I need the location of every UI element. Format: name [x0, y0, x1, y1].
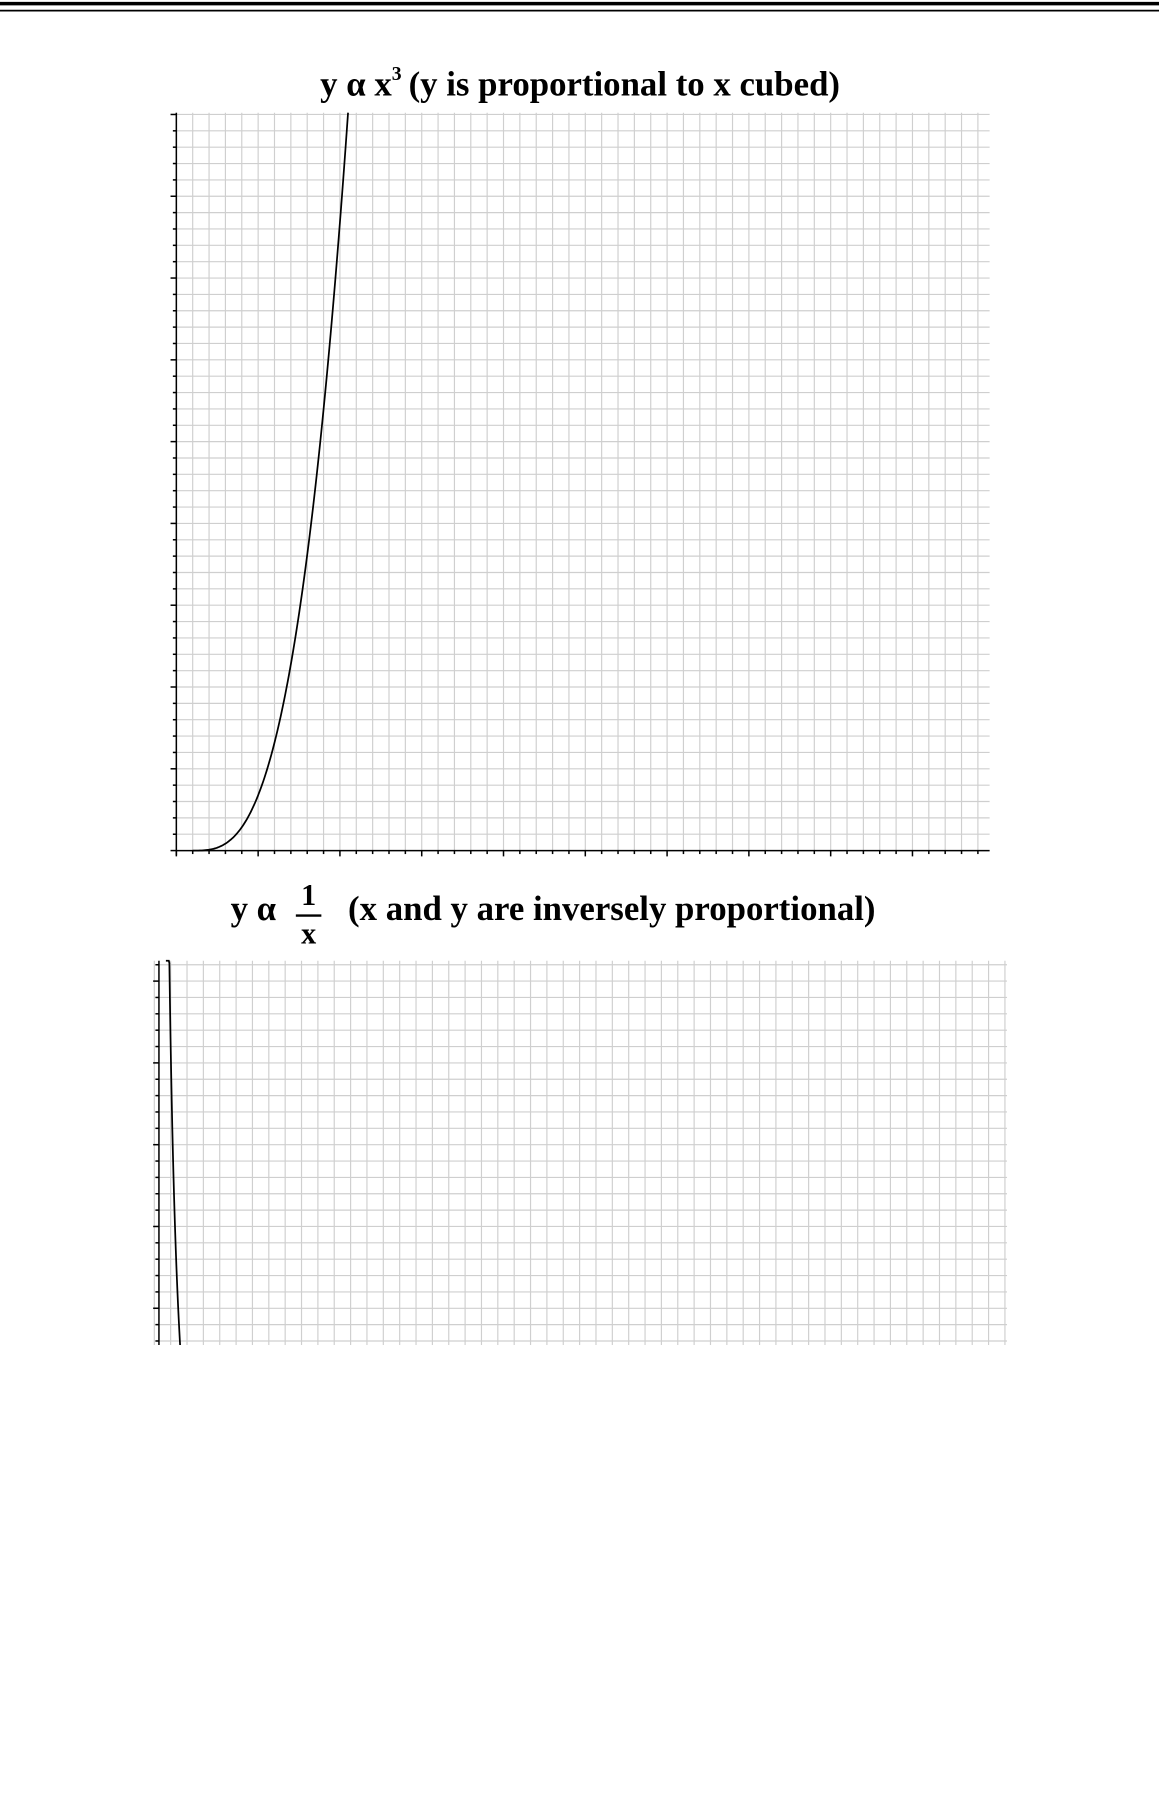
- title-lead: y α: [231, 889, 277, 928]
- title-exponent: 3: [392, 63, 402, 85]
- graph: [153, 959, 1008, 1724]
- curve: [165, 959, 1008, 1709]
- graph: [170, 112, 990, 857]
- title-text: (x and y are inversely proportional): [348, 889, 875, 928]
- curve: [192, 112, 349, 852]
- fraction-denominator: x: [301, 916, 316, 950]
- fraction-numerator: 1: [301, 878, 316, 912]
- document: y α x3 (y is proportional to x cubed) y α…: [0, 1, 1159, 1766]
- graph-title: y α x3 (y is proportional to x cubed): [320, 63, 840, 103]
- title-text: (y is proportional to x cubed): [409, 64, 840, 103]
- title-lead: y α x: [320, 64, 392, 103]
